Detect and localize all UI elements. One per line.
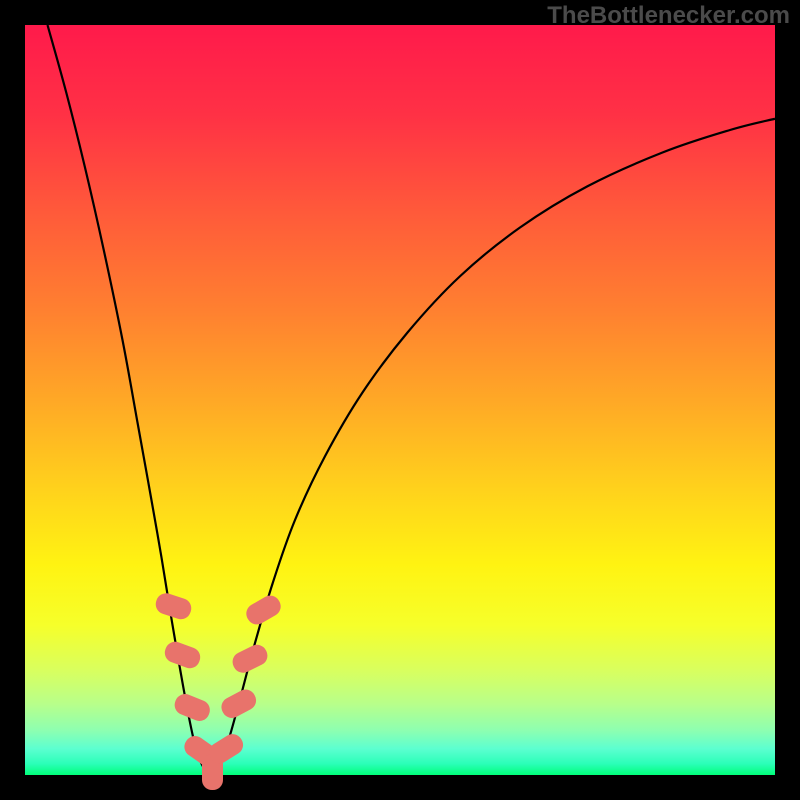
plot-area xyxy=(25,25,775,775)
watermark-text: TheBottlenecker.com xyxy=(547,2,790,30)
chart-frame: TheBottlenecker.com xyxy=(0,0,800,800)
